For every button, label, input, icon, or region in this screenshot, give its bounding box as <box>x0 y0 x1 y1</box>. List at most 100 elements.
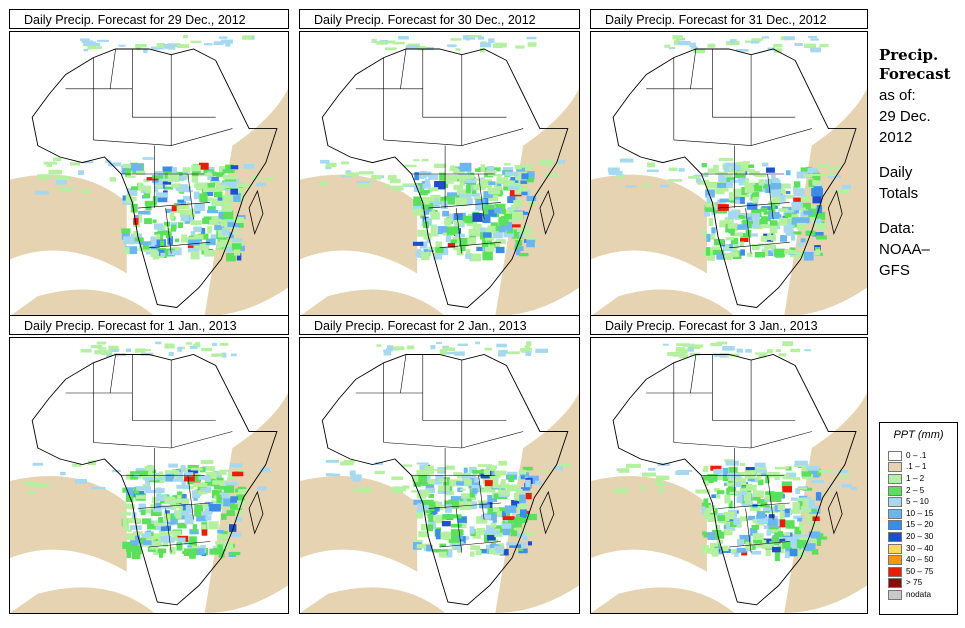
precip-cell <box>435 529 441 537</box>
precip-cell <box>483 232 492 238</box>
precip-cell <box>459 194 472 198</box>
precip-cell <box>473 186 486 191</box>
precip-cell <box>428 174 439 180</box>
country-border <box>109 48 116 89</box>
precip-cell <box>520 226 530 233</box>
precip-cell <box>215 541 223 545</box>
precip-cell <box>719 220 726 228</box>
precip-cell <box>234 188 244 193</box>
precip-cell <box>172 495 178 499</box>
precip-cell <box>470 551 475 557</box>
precip-cell <box>436 504 444 510</box>
precip-cell <box>345 170 352 175</box>
precip-cell <box>175 504 181 509</box>
precip-cell <box>729 491 741 494</box>
precip-cell <box>494 240 500 249</box>
precip-cell <box>439 551 447 558</box>
precip-cell <box>814 247 821 252</box>
precip-cell <box>496 182 502 187</box>
precip-cell <box>459 162 472 172</box>
precip-cell <box>191 165 201 172</box>
precip-cell <box>498 349 508 354</box>
precip-cell <box>138 543 144 547</box>
precip-cell <box>455 233 465 238</box>
precip-cell <box>384 47 397 51</box>
precip-cell <box>796 549 806 558</box>
precip-cell <box>223 483 235 493</box>
precip-cell <box>442 210 450 217</box>
precip-cell <box>494 545 505 551</box>
precip-cell <box>510 524 517 528</box>
precip-cell <box>707 532 719 540</box>
precip-cell <box>29 490 35 495</box>
precip-cell <box>506 221 512 231</box>
precip-cell <box>469 466 476 473</box>
precip-cell <box>140 537 147 545</box>
precip-cell <box>527 42 537 47</box>
precip-cell <box>424 465 434 475</box>
precip-cell <box>206 478 216 487</box>
precip-cell <box>492 167 501 172</box>
precip-cell <box>225 246 233 253</box>
precip-cell <box>777 504 785 511</box>
precip-cell <box>441 200 448 209</box>
precip-cell <box>668 47 675 50</box>
precip-cell <box>181 498 190 505</box>
precip-cell <box>126 545 135 552</box>
precip-cell <box>771 189 781 199</box>
precip-cell <box>782 476 796 480</box>
precip-cell <box>217 543 227 551</box>
precip-cell <box>522 535 528 541</box>
precip-cell <box>713 488 720 492</box>
precip-cell <box>703 465 709 470</box>
precip-cell <box>705 189 715 198</box>
precip-cell <box>770 203 776 213</box>
precip-cell <box>753 490 765 498</box>
precip-cell <box>230 188 238 195</box>
precip-cell <box>750 40 760 44</box>
precip-cell <box>428 246 437 251</box>
precip-cell <box>521 164 533 171</box>
precip-cell <box>219 343 229 346</box>
precip-cell <box>518 547 524 552</box>
precip-cell <box>126 473 131 480</box>
precip-cell <box>733 517 741 525</box>
precip-cell <box>508 185 520 191</box>
precip-cell <box>800 173 806 178</box>
precip-cell <box>672 351 685 357</box>
precip-cell <box>453 184 463 190</box>
precip-cell <box>180 510 188 516</box>
precip-cell <box>122 517 128 527</box>
precip-cell <box>332 473 340 477</box>
precip-cell <box>520 475 525 480</box>
precip-cell <box>520 472 530 477</box>
precip-cell <box>498 460 508 466</box>
precip-cell <box>405 45 419 50</box>
precip-cell <box>703 511 710 520</box>
precip-cell <box>35 190 49 195</box>
precip-cell <box>201 511 212 516</box>
precip-cell <box>225 205 232 211</box>
precip-cell <box>223 542 229 548</box>
light-precip-area <box>10 289 155 316</box>
precip-cell <box>515 514 528 524</box>
precip-cell <box>525 479 531 489</box>
precip-cell <box>794 460 808 466</box>
precip-cell <box>795 488 801 494</box>
precip-cell <box>221 352 227 358</box>
precip-cell <box>838 470 848 473</box>
precip-cell <box>143 477 157 481</box>
precip-cell <box>732 244 739 249</box>
precip-cell <box>457 536 466 544</box>
precip-cell <box>785 520 795 529</box>
precip-cell <box>740 215 746 219</box>
precip-cell <box>416 470 430 476</box>
precip-cell <box>486 166 495 171</box>
precip-cell <box>174 238 180 243</box>
precip-cell <box>230 165 239 170</box>
precip-cell <box>713 353 727 357</box>
precip-cell <box>520 509 527 518</box>
precip-cell <box>209 548 220 555</box>
precip-cell <box>434 515 442 523</box>
precip-cell <box>426 487 435 493</box>
